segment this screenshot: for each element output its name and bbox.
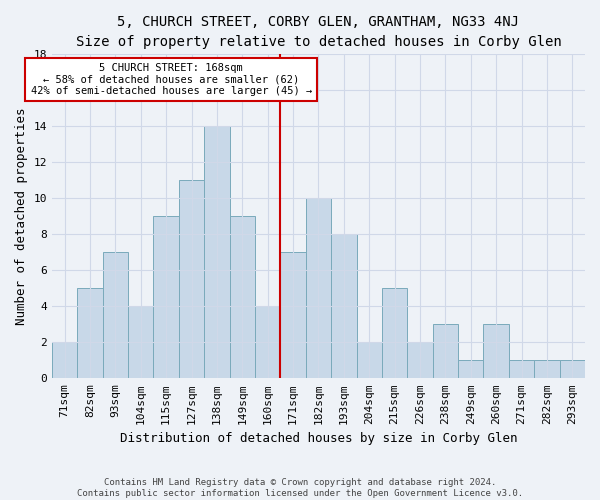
Text: Contains HM Land Registry data © Crown copyright and database right 2024.
Contai: Contains HM Land Registry data © Crown c… bbox=[77, 478, 523, 498]
Bar bbox=[280, 252, 306, 378]
Bar bbox=[509, 360, 534, 378]
X-axis label: Distribution of detached houses by size in Corby Glen: Distribution of detached houses by size … bbox=[120, 432, 517, 445]
Bar bbox=[560, 360, 585, 378]
Bar bbox=[356, 342, 382, 378]
Bar bbox=[306, 198, 331, 378]
Bar bbox=[458, 360, 484, 378]
Bar bbox=[484, 324, 509, 378]
Bar bbox=[52, 342, 77, 378]
Bar bbox=[433, 324, 458, 378]
Bar bbox=[204, 126, 230, 378]
Bar bbox=[407, 342, 433, 378]
Text: 5 CHURCH STREET: 168sqm
← 58% of detached houses are smaller (62)
42% of semi-de: 5 CHURCH STREET: 168sqm ← 58% of detache… bbox=[31, 63, 312, 96]
Bar bbox=[103, 252, 128, 378]
Bar bbox=[77, 288, 103, 378]
Bar bbox=[382, 288, 407, 378]
Bar bbox=[331, 234, 356, 378]
Y-axis label: Number of detached properties: Number of detached properties bbox=[15, 108, 28, 325]
Bar bbox=[255, 306, 280, 378]
Bar bbox=[230, 216, 255, 378]
Bar bbox=[534, 360, 560, 378]
Bar bbox=[128, 306, 154, 378]
Title: 5, CHURCH STREET, CORBY GLEN, GRANTHAM, NG33 4NJ
Size of property relative to de: 5, CHURCH STREET, CORBY GLEN, GRANTHAM, … bbox=[76, 15, 562, 48]
Bar bbox=[179, 180, 204, 378]
Bar bbox=[154, 216, 179, 378]
